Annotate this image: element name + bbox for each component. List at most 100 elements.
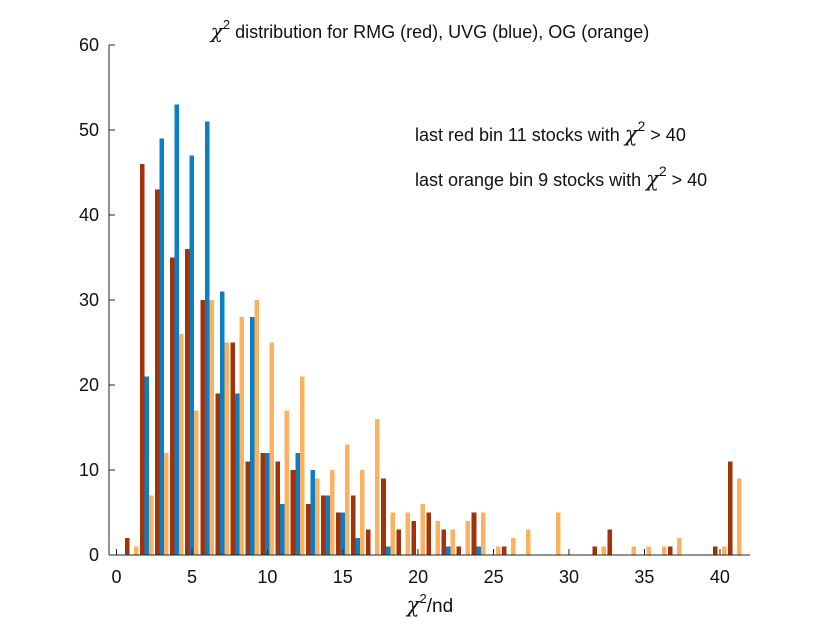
- bar-series-2-bin-24: [480, 512, 486, 555]
- bar-series-1-bin-13: [310, 470, 315, 555]
- annotation-orange-prefix: last orange bin 9 stocks with: [415, 170, 646, 190]
- bar-series-1-bin-3: [159, 138, 165, 555]
- bar-series-2-bin-26: [510, 538, 516, 555]
- x-tick-label-10: 10: [257, 567, 277, 587]
- bar-series-1-bin-5: [189, 155, 195, 555]
- x-tick-label-30: 30: [559, 567, 579, 587]
- bar-series-2-bin-14: [329, 470, 335, 555]
- x-tick-label-5: 5: [187, 567, 197, 587]
- bar-series-0-bin-6: [200, 300, 205, 555]
- annotation-orange-bin: last orange bin 9 stocks with χ2 > 40: [415, 163, 707, 191]
- bar-series-2-bin-16: [360, 470, 365, 555]
- bar-series-2-bin-36: [661, 546, 667, 555]
- bar-series-0-bin-4: [170, 257, 175, 555]
- x-tick-label-0: 0: [112, 567, 122, 587]
- bar-series-2-bin-13: [314, 478, 320, 555]
- bar-series-1-bin-4: [174, 104, 180, 555]
- bar-series-1-bin-14: [325, 495, 330, 555]
- x-tick-label-15: 15: [333, 567, 353, 587]
- bar-series-1-bin-11: [280, 504, 285, 555]
- x-tick-label-20: 20: [408, 567, 428, 587]
- bar-series-2-bin-5: [194, 410, 199, 555]
- bar-series-0-bin-20: [411, 521, 416, 555]
- bar-series-0-bin-16: [351, 495, 356, 555]
- bar-series-2-bin-6: [209, 300, 214, 555]
- bar-series-1-bin-8: [234, 393, 240, 555]
- bar-series-2-bin-37: [676, 538, 682, 555]
- annotation-red-superscript: 2: [638, 118, 646, 134]
- bar-series-2-bin-34: [631, 546, 637, 555]
- bar-series-2-bin-41: [737, 478, 742, 555]
- bar-series-1-bin-10: [265, 453, 270, 555]
- chart-title-chi: χ: [209, 19, 225, 43]
- chart-title-superscript: 2: [223, 17, 230, 32]
- bar-series-0-bin-17: [366, 529, 371, 555]
- bar-series-1-bin-2: [144, 376, 149, 555]
- bar-series-2-bin-12: [299, 376, 305, 555]
- bar-series-2-bin-17: [375, 419, 380, 555]
- y-tick-label-30: 30: [79, 290, 99, 310]
- bar-series-0-bin-14: [320, 495, 326, 555]
- bar-series-2-bin-25: [495, 546, 501, 555]
- annotation-orange-chi: χ: [644, 167, 660, 191]
- bar-series-1-bin-24: [476, 546, 481, 555]
- bar-series-2-bin-15: [345, 444, 350, 555]
- bar-series-0-bin-3: [155, 189, 160, 555]
- bar-series-1-bin-18: [385, 546, 391, 555]
- bar-series-2-bin-9: [254, 300, 260, 555]
- bar-series-0-bin-12: [290, 470, 296, 555]
- bar-series-0-bin-18: [381, 478, 386, 555]
- bar-series-0-bin-22: [441, 529, 447, 555]
- annotation-orange-suffix: > 40: [667, 170, 708, 190]
- bar-series-2-bin-7: [224, 342, 229, 555]
- bar-series-0-bin-26: [501, 546, 507, 555]
- chart-title: χ2 distribution for RMG (red), UVG (blue…: [209, 17, 649, 43]
- bar-series-2-bin-19: [405, 512, 410, 555]
- bar-series-0-bin-1: [124, 538, 130, 555]
- x-tick-label-35: 35: [634, 567, 654, 587]
- bar-series-2-bin-21: [435, 521, 441, 555]
- bar-series-1-bin-16: [355, 538, 361, 555]
- bar-series-0-bin-15: [335, 512, 341, 555]
- bar-series-2-bin-18: [390, 512, 395, 555]
- bar-series-0-bin-10: [260, 453, 266, 555]
- bar-series-0-bin-7: [215, 393, 220, 555]
- bar-series-2-bin-3: [164, 453, 169, 555]
- bar-series-0-bin-21: [426, 512, 431, 555]
- annotation-red-bin: last red bin 11 stocks with χ2 > 40: [415, 118, 686, 146]
- bar-series-0-bin-32: [592, 546, 597, 555]
- annotation-red-prefix: last red bin 11 stocks with: [415, 125, 625, 145]
- y-tick-label-10: 10: [79, 460, 99, 480]
- x-tick-label-40: 40: [710, 567, 730, 587]
- bar-series-1-bin-7: [219, 291, 225, 555]
- bar-series-0-bin-9: [245, 461, 251, 555]
- bar-series-0-bin-24: [471, 512, 477, 555]
- bar-series-2-bin-27: [526, 529, 531, 555]
- bar-series-2-bin-4: [179, 334, 184, 555]
- bar-series-1-bin-22: [446, 546, 451, 555]
- bar-series-0-bin-40: [713, 546, 718, 555]
- bar-series-0-bin-2: [139, 164, 145, 555]
- bar-series-1-bin-15: [340, 512, 346, 555]
- annotation-red-suffix: > 40: [645, 125, 686, 145]
- bar-series-2-bin-2: [148, 495, 154, 555]
- y-tick-label-50: 50: [79, 120, 99, 140]
- chart-title-text: distribution for RMG (red), UVG (blue), …: [230, 22, 649, 42]
- y-tick-label-20: 20: [79, 375, 99, 395]
- bar-series-2-bin-11: [284, 410, 290, 555]
- ticks-layer: 0 5 10 15 20 25 30 35 40 0 10 20 30 40 50 60: [79, 35, 730, 587]
- bar-series-0-bin-11: [275, 461, 281, 555]
- bar-series-2-bin-40: [722, 546, 727, 555]
- bar-series-0-bin-37: [667, 546, 673, 555]
- bar-series-0-bin-23: [456, 546, 462, 555]
- bar-series-1-bin-6: [204, 121, 210, 555]
- bars-layer: [124, 104, 742, 555]
- x-axis-label-chi: χ: [405, 593, 421, 617]
- y-tick-label-60: 60: [79, 35, 99, 55]
- x-tick-label-25: 25: [484, 567, 504, 587]
- bar-series-1-bin-12: [295, 453, 300, 555]
- bar-series-0-bin-19: [396, 529, 401, 555]
- bar-series-0-bin-13: [305, 504, 311, 555]
- bar-series-0-bin-33: [607, 529, 612, 555]
